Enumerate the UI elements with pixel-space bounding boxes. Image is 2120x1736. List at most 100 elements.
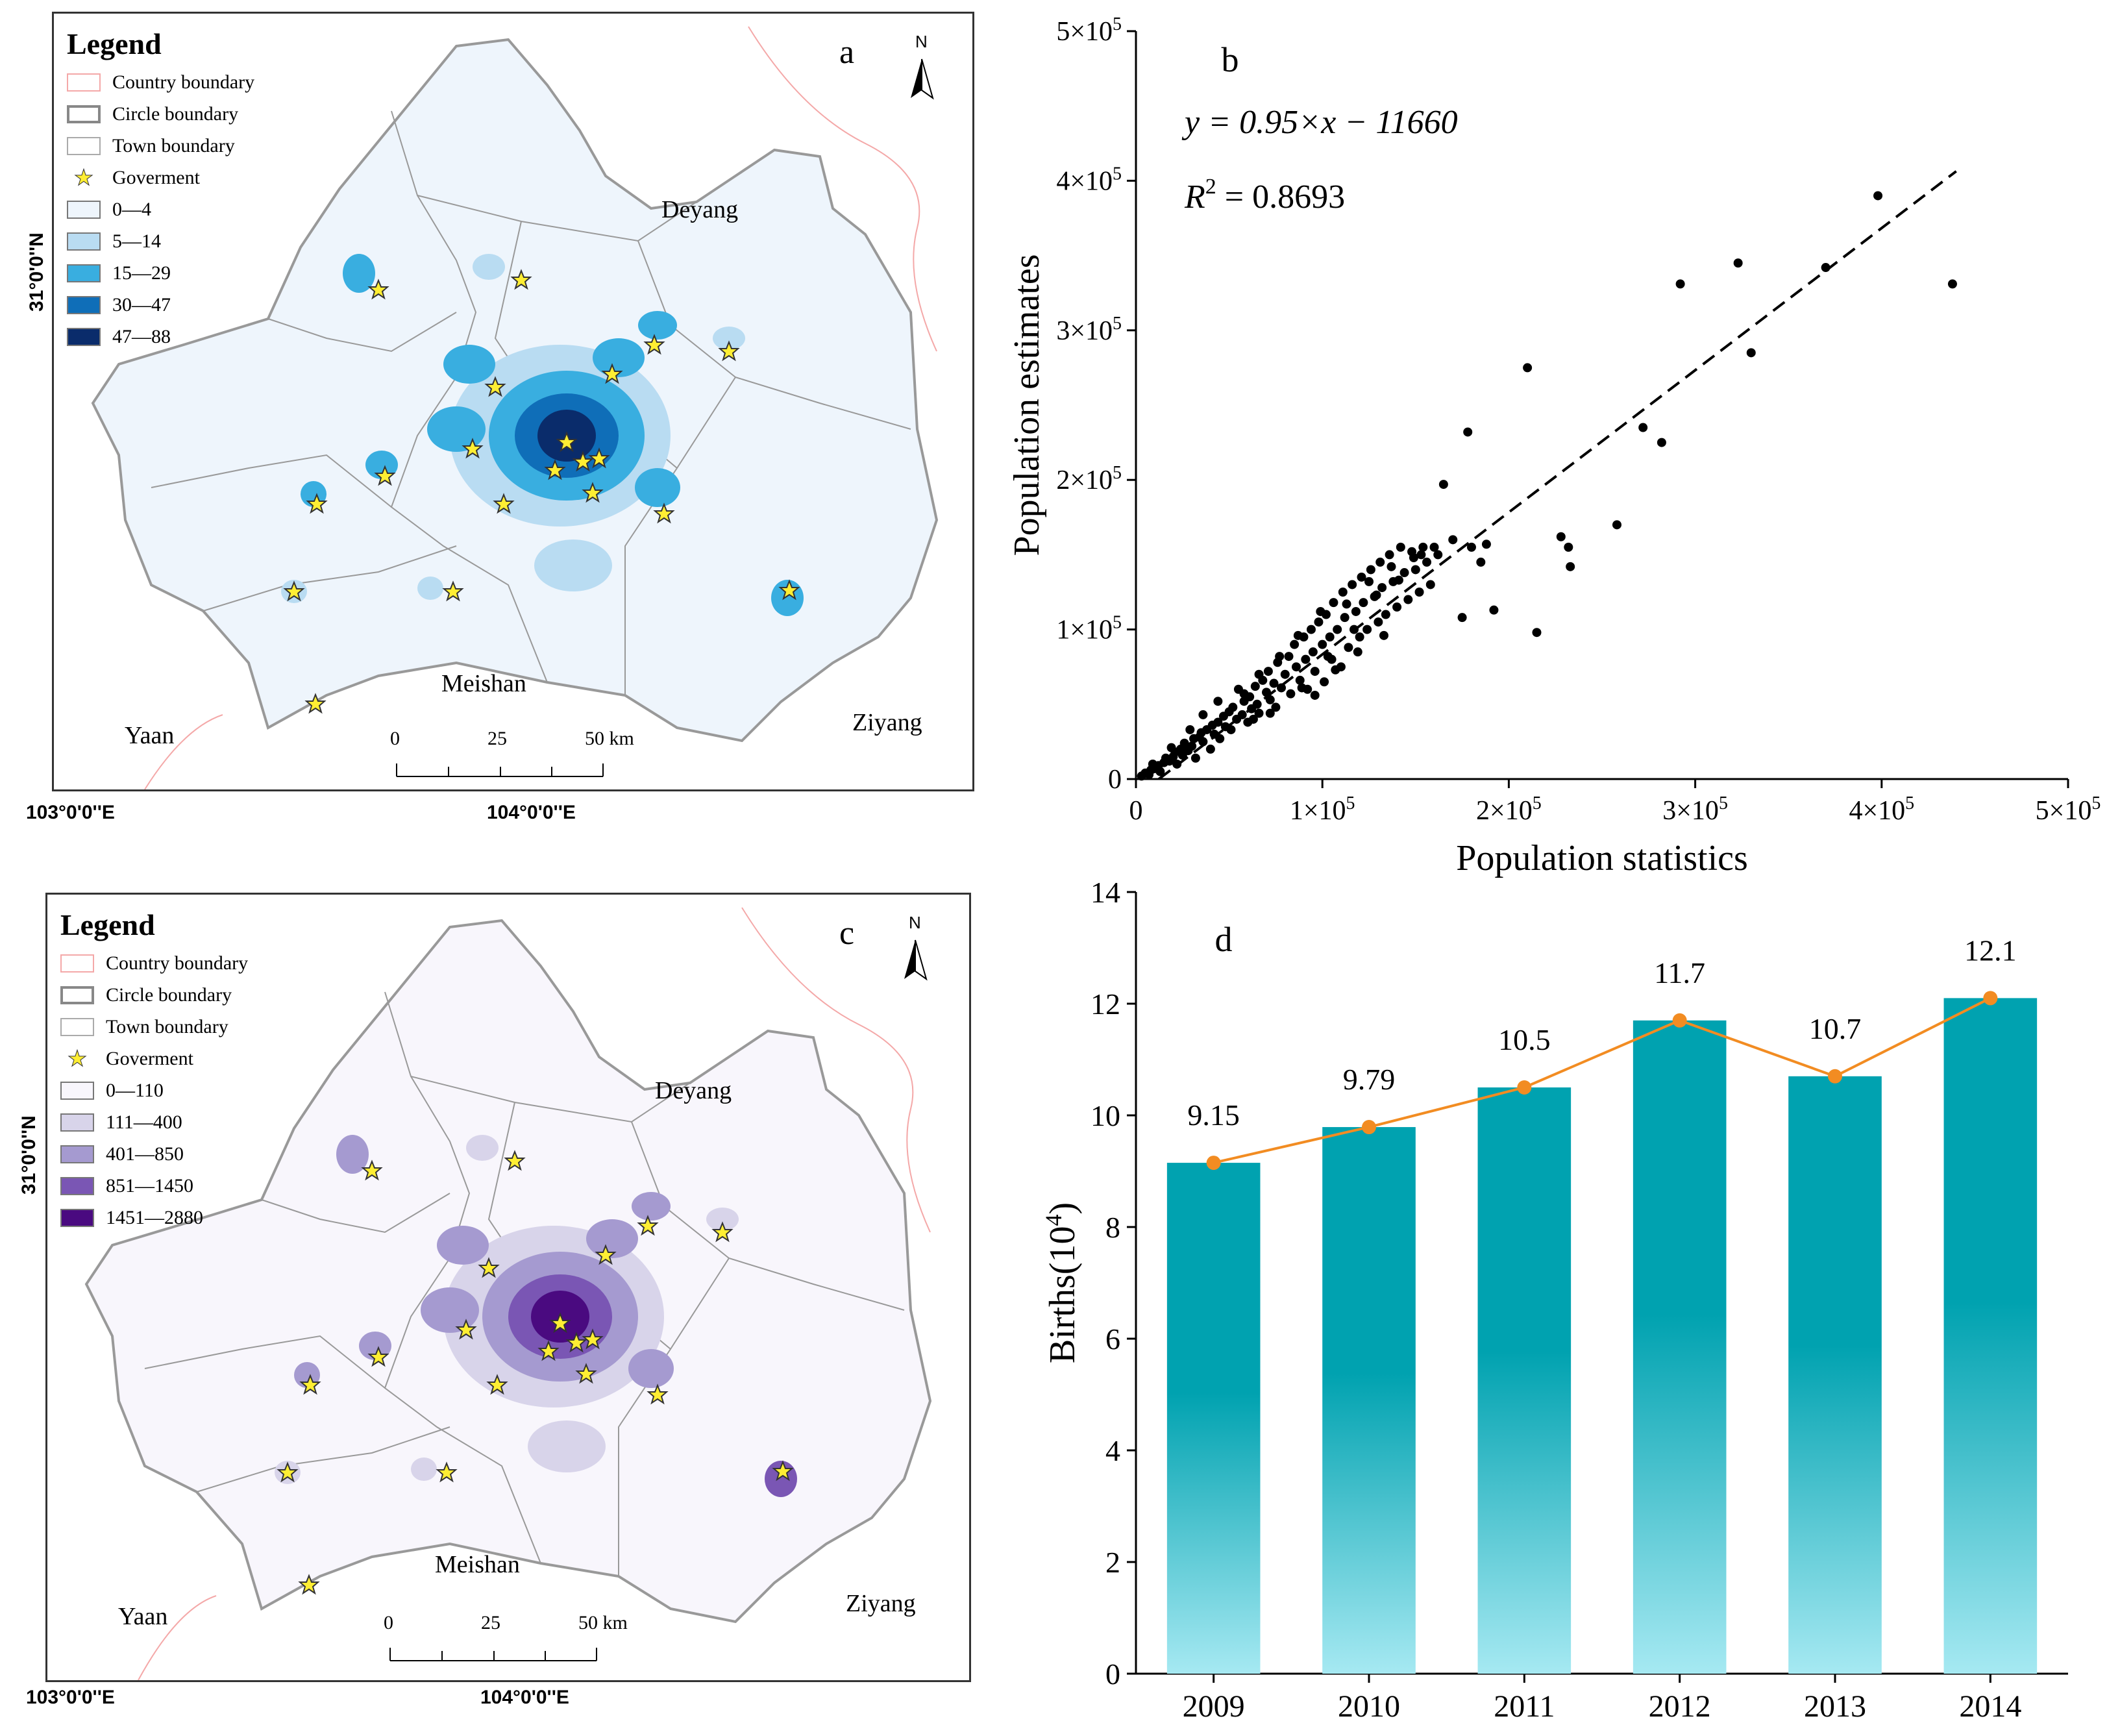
scatter-point <box>1226 725 1236 734</box>
legend-star-icon: ★ <box>73 166 94 190</box>
scatter-point <box>1248 714 1258 724</box>
scatter-point <box>1387 562 1396 571</box>
legend-label: Country boundary <box>106 952 249 974</box>
scatter-point <box>1375 557 1385 567</box>
government-star-icon <box>643 334 665 355</box>
scatter-point <box>1342 599 1351 609</box>
legend-swatch <box>67 232 101 251</box>
government-star-icon <box>484 376 506 397</box>
scatter-point <box>1350 625 1359 634</box>
scatter-point <box>1262 688 1272 697</box>
legend-label: 851—1450 <box>106 1174 193 1197</box>
legend-label: 0—110 <box>106 1079 164 1101</box>
scatter-point <box>1357 572 1366 582</box>
place-label-yaan: Yaan <box>125 722 175 749</box>
scatter-point <box>1148 759 1157 769</box>
legend-label: 5—14 <box>112 230 161 252</box>
government-star-icon <box>304 693 327 714</box>
scatter-point <box>1675 279 1685 289</box>
scatter-point <box>1338 588 1348 597</box>
scale-label-25: 25 <box>487 728 507 749</box>
scatter-point <box>1314 617 1324 627</box>
map-a-graphic <box>91 26 939 789</box>
government-star-icon <box>462 438 484 459</box>
legend-item: Circle boundary <box>60 979 248 1011</box>
longitude-label-c-right: 104°0'0''E <box>480 1687 569 1708</box>
government-star-icon <box>582 1328 604 1350</box>
scatter-point <box>1263 667 1273 676</box>
data-label: 10.7 <box>1809 1012 1862 1045</box>
legend-item: ★ Goverment <box>60 1043 248 1074</box>
y-tick-label: 1×105 <box>1056 613 1122 645</box>
map-c-legend: Legend Country boundary Circle boundary To… <box>60 908 248 1234</box>
y-axis-label: Population estimates <box>1007 254 1047 556</box>
y-tick-label: 8 <box>1105 1211 1120 1244</box>
bar <box>1788 1076 1882 1674</box>
government-star-icon <box>277 1461 299 1483</box>
north-arrow-icon <box>904 939 928 981</box>
place-label-meishan: Meishan <box>441 670 526 697</box>
scatter-point <box>1409 553 1418 563</box>
x-tick-label: 5×105 <box>2036 793 2101 826</box>
country-boundary-line <box>144 714 223 789</box>
scatter-point <box>1466 542 1476 552</box>
scatter-point <box>1280 669 1290 679</box>
scatter-point <box>1355 632 1364 642</box>
scatter-point <box>1394 575 1403 585</box>
y-tick-label: 10 <box>1091 1099 1120 1132</box>
legend-label: 1451—2880 <box>106 1206 203 1228</box>
x-tick-label: 1×105 <box>1290 793 1355 826</box>
scatter-point <box>1433 550 1443 560</box>
scatter-point <box>1564 542 1573 552</box>
x-tick-label: 2012 <box>1649 1689 1711 1724</box>
scale-label-25: 25 <box>481 1612 500 1633</box>
scatter-point <box>1947 279 1957 289</box>
legend-label: Town boundary <box>112 134 235 156</box>
scale-label-0: 0 <box>390 728 400 749</box>
scatter-point <box>1438 480 1448 490</box>
scatter-point <box>1254 708 1264 718</box>
legend-label: Goverment <box>112 166 200 188</box>
scatter-point <box>1399 568 1409 578</box>
scatter-point <box>1155 767 1165 776</box>
x-tick-label: 3×105 <box>1662 793 1728 826</box>
scatter-point <box>1198 710 1208 719</box>
line-point <box>1517 1080 1532 1095</box>
scale-label-0: 0 <box>384 1612 393 1633</box>
scatter-point <box>1414 588 1424 597</box>
scatter-point <box>1239 689 1249 699</box>
r-squared-label: R2 = 0.8693 <box>1184 175 1345 216</box>
y-tick-label: 4 <box>1105 1434 1120 1467</box>
longitude-label-a-right: 104°0'0''E <box>487 802 576 823</box>
government-star-icon <box>298 1574 320 1595</box>
legend-label: 47—88 <box>112 325 171 347</box>
scatter-point <box>1392 602 1402 612</box>
government-star-icon <box>556 431 578 453</box>
scatter-point <box>1310 690 1320 700</box>
scatter-point <box>1228 702 1238 712</box>
scatter-point <box>1638 423 1648 432</box>
panel-letter: d <box>1215 920 1233 959</box>
scatter-point <box>1362 625 1372 634</box>
scatter-point <box>1254 669 1264 679</box>
north-label: N <box>915 32 928 51</box>
legend-swatch <box>60 1208 94 1227</box>
scatter-point <box>1185 725 1195 734</box>
trend-line <box>1213 997 1991 1165</box>
x-axis-label: Population statistics <box>1456 838 1748 878</box>
legend-swatch <box>67 105 101 123</box>
scatter-point <box>1323 652 1333 662</box>
bar <box>1322 1127 1416 1674</box>
scatter-point <box>1359 598 1368 608</box>
y-tick-label: 5×105 <box>1056 14 1122 47</box>
legend-item: Circle boundary <box>67 98 254 130</box>
government-star-icon <box>778 579 800 601</box>
x-tick-label: 2009 <box>1183 1689 1245 1724</box>
x-tick-label: 2014 <box>1959 1689 2021 1724</box>
line-point <box>1828 1069 1842 1084</box>
scatter-point <box>1295 675 1305 685</box>
scatter-point <box>1308 647 1318 657</box>
government-star-icon <box>493 493 515 514</box>
map-c-graphic <box>84 907 932 1680</box>
government-star-icon <box>653 502 675 524</box>
